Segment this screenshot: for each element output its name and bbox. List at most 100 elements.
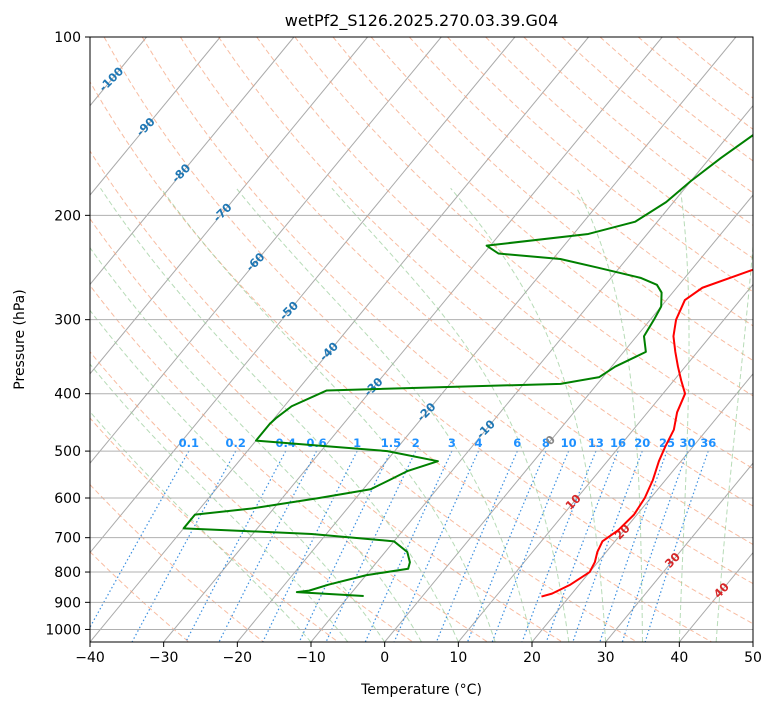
dry-adiabat-line bbox=[256, 37, 753, 470]
moist-adiabat-line bbox=[160, 187, 496, 642]
dry-adiabat-line bbox=[90, 150, 638, 642]
mixing-ratio-label: 1.5 bbox=[381, 436, 401, 450]
y-tick-label: 700 bbox=[54, 531, 81, 547]
x-tick-label: −40 bbox=[75, 650, 105, 666]
moist-adiabat-line bbox=[678, 188, 690, 642]
mixing-ratio-label: 4 bbox=[474, 436, 482, 450]
reference-lines bbox=[90, 37, 753, 642]
isotherm-line bbox=[605, 462, 753, 642]
mixing-ratio-label: 20 bbox=[634, 436, 650, 450]
x-tick-label: 50 bbox=[744, 650, 762, 666]
mixing-ratio-label: 0.2 bbox=[226, 436, 246, 450]
dry-adiabat-line bbox=[294, 37, 753, 433]
mixing-ratio-label: 30 bbox=[679, 436, 695, 450]
mixing-ratio-label: 8 bbox=[542, 436, 550, 450]
moist-adiabat-line bbox=[715, 240, 753, 642]
y-tick-label: 1000 bbox=[45, 622, 81, 638]
axis-ticks: −40 −30 −20 −10 0 10 20 30 40 5010020030040050060… bbox=[45, 30, 762, 666]
x-tick-label: −30 bbox=[149, 650, 179, 666]
dry-adiabat-line bbox=[370, 37, 753, 362]
mixing-ratio-line bbox=[218, 450, 318, 642]
dry-adiabat-line bbox=[90, 217, 563, 642]
y-tick-label: 900 bbox=[54, 595, 81, 611]
temperature-profile-line bbox=[541, 268, 753, 598]
dry-adiabat-line bbox=[141, 37, 753, 585]
mixing-ratio-label: 36 bbox=[700, 436, 716, 450]
mixing-ratio-label: 6 bbox=[513, 436, 521, 450]
dry-adiabat-line bbox=[90, 284, 488, 642]
mixing-ratio-line bbox=[545, 450, 619, 642]
plot-frame bbox=[89, 36, 754, 643]
isotherm-line bbox=[90, 37, 589, 642]
isotherm-line bbox=[90, 37, 295, 286]
moist-adiabat-line bbox=[331, 187, 570, 642]
dry-adiabat-line bbox=[218, 37, 753, 507]
y-tick-label: 400 bbox=[54, 387, 81, 403]
moist-adiabat-line bbox=[90, 246, 422, 642]
isotherm-line bbox=[457, 283, 753, 642]
dry-adiabat-line bbox=[90, 417, 339, 642]
mixing-ratio-line bbox=[90, 450, 190, 629]
y-tick-label: 600 bbox=[54, 491, 81, 507]
dewpoint-profile-line bbox=[182, 133, 753, 597]
mixing-ratio-label: 10 bbox=[561, 436, 577, 450]
dry-adiabat-line bbox=[90, 80, 712, 642]
mixing-ratio-line bbox=[621, 450, 689, 642]
isotherm-line bbox=[384, 194, 753, 642]
mixing-ratio-label: 0.1 bbox=[179, 436, 199, 450]
moist-adiabat-line bbox=[100, 187, 459, 642]
mixing-ratio-line bbox=[521, 450, 597, 642]
x-tick-label: 0 bbox=[380, 650, 389, 666]
pressure-gridlines bbox=[90, 37, 753, 630]
x-tick-label: 40 bbox=[670, 650, 688, 666]
x-tick-label: 10 bbox=[449, 650, 467, 666]
mixing-ratio-line bbox=[325, 450, 417, 642]
mixing-ratio-label: 13 bbox=[588, 436, 604, 450]
mixing-ratio-line bbox=[364, 450, 453, 642]
isotherm-line bbox=[90, 37, 221, 196]
mixing-ratio-line bbox=[298, 450, 392, 642]
mixing-ratio-line bbox=[491, 450, 570, 642]
mixing-ratio-line bbox=[572, 450, 643, 642]
profile-series bbox=[182, 133, 753, 598]
isotherm-line bbox=[531, 373, 753, 642]
x-tick-label: −20 bbox=[223, 650, 253, 666]
moist-adiabat-line bbox=[90, 410, 312, 642]
y-tick-label: 500 bbox=[54, 444, 81, 460]
y-axis-label: Pressure (hPa) bbox=[12, 289, 28, 389]
y-tick-label: 800 bbox=[54, 565, 81, 581]
mixing-ratio-line bbox=[131, 450, 237, 642]
mixing-ratio-label: 16 bbox=[610, 436, 626, 450]
moist-adiabat-line bbox=[235, 187, 533, 642]
dry-adiabat-line bbox=[447, 37, 753, 293]
y-tick-label: 200 bbox=[54, 208, 81, 224]
x-tick-label: −10 bbox=[296, 650, 326, 666]
mixing-ratio-label: 1 bbox=[353, 436, 361, 450]
mixing-ratio-label: 3 bbox=[448, 436, 456, 450]
moist-adiabat-line bbox=[450, 187, 607, 642]
dry-adiabat-line bbox=[408, 37, 753, 327]
y-tick-label: 100 bbox=[54, 30, 81, 46]
mixing-ratio-line bbox=[644, 450, 709, 642]
x-tick-label: 30 bbox=[597, 650, 615, 666]
isotherm-line bbox=[90, 37, 516, 554]
moist-adiabat-line bbox=[90, 363, 349, 642]
mixing-ratio-label: 0.6 bbox=[306, 436, 326, 450]
isotherm-line bbox=[90, 37, 442, 465]
isotherm-line bbox=[90, 37, 368, 375]
isotherm-line bbox=[163, 37, 663, 642]
dry-adiabat-line bbox=[179, 37, 753, 545]
y-tick-label: 300 bbox=[54, 313, 81, 329]
dry-adiabat-line bbox=[90, 483, 264, 642]
isotherm-line bbox=[236, 37, 737, 642]
dry-adiabat-line bbox=[103, 37, 753, 625]
x-axis-label: Temperature (°C) bbox=[360, 682, 482, 698]
chart-title: wetPf2_S126.2025.270.03.39.G04 bbox=[285, 11, 559, 31]
mixing-ratio-line bbox=[466, 450, 547, 642]
mixing-ratio-label: 2 bbox=[412, 436, 420, 450]
dry-adiabat-line bbox=[332, 37, 753, 397]
x-tick-label: 20 bbox=[523, 650, 541, 666]
mixing-ratio-line bbox=[185, 450, 287, 642]
